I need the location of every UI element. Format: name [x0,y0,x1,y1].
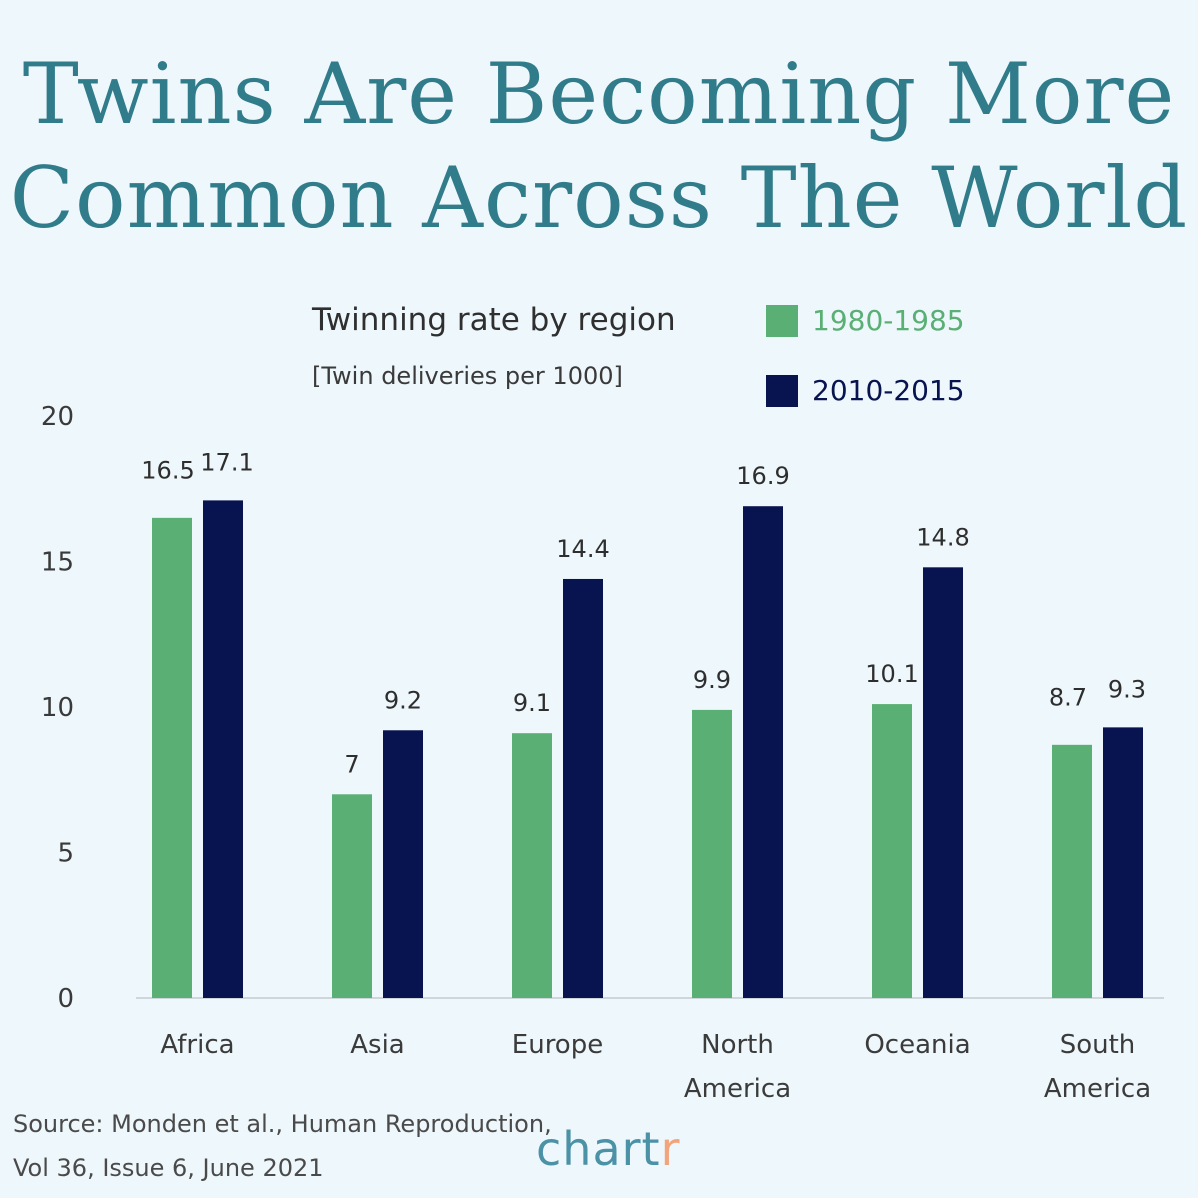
bar-0-2 [512,733,552,998]
value-label-0-4: 10.1 [865,660,918,688]
legend-item-2010-2015: 2010-2015 [766,374,965,407]
chartr-logo: chartr [536,1122,681,1176]
logo-accent-text: r [660,1122,681,1176]
chart-title: Twins Are Becoming More Common Across Th… [0,42,1198,250]
bar-1-5 [1103,727,1143,998]
y-ticks-layer: 0 5 10 15 20 [41,402,74,1014]
x-labels-layer: Africa Asia Europe North America Oceania South… [160,1030,1151,1104]
value-label-1-5: 9.3 [1108,675,1146,703]
value-label-0-2: 9.1 [513,689,551,717]
bars-layer [152,500,1143,998]
y-tick-label: 20 [41,402,74,432]
x-category-label: South [1060,1030,1136,1060]
source-line-1: Source: Monden et al., Human Reproductio… [13,1110,552,1138]
value-label-0-5: 8.7 [1049,683,1087,711]
bar-0-5 [1052,744,1092,998]
y-tick-label: 5 [57,839,74,869]
value-label-1-4: 14.8 [916,523,969,551]
value-label-1-3: 16.9 [736,462,789,490]
y-tick-label: 10 [41,693,74,723]
value-label-0-0: 16.5 [141,456,194,484]
value-label-1-1: 9.2 [384,686,422,714]
value-label-1-2: 14.4 [556,535,609,563]
bar-1-2 [563,578,603,998]
bar-0-0 [152,517,192,998]
source-note: Source: Monden et al., Human Reproductio… [13,1102,552,1190]
bar-1-4 [923,567,963,998]
legend-swatch-green [766,304,798,337]
value-label-0-1: 7 [344,750,359,778]
x-category-label: Europe [512,1030,603,1060]
legend-label-1980-1985: 1980-1985 [812,304,965,337]
chart-subtitle: Twinning rate by region [312,302,676,338]
bar-0-3 [692,709,732,998]
value-labels-layer: 16.5 17.1 7 9.2 9.1 14.4 9.9 16.9 10.1 14.8 8.7 9.3 [141,448,1146,778]
bar-0-1 [332,794,372,998]
legend-label-2010-2015: 2010-2015 [812,374,965,407]
bar-0-4 [872,704,912,998]
bar-1-1 [383,730,423,998]
x-category-label: America [1044,1074,1151,1104]
x-category-label: North [701,1030,774,1060]
title-line-1: Twins Are Becoming More [22,45,1176,143]
bar-1-3 [743,506,783,998]
y-tick-label: 0 [57,984,74,1014]
y-tick-label: 15 [41,548,74,578]
source-line-2: Vol 36, Issue 6, June 2021 [13,1154,324,1182]
logo-main-text: chart [536,1122,661,1176]
x-category-label: Asia [350,1030,405,1060]
x-category-label: Oceania [864,1030,970,1060]
x-category-label: America [684,1074,791,1104]
value-label-1-0: 17.1 [200,448,253,476]
legend-item-1980-1985: 1980-1985 [766,304,965,337]
value-label-0-3: 9.9 [693,666,731,694]
title-line-2: Common Across The World [9,149,1189,247]
x-category-label: Africa [160,1030,234,1060]
unit-label: [Twin deliveries per 1000] [312,362,623,390]
legend-swatch-navy [766,374,798,407]
bar-1-0 [203,500,243,998]
